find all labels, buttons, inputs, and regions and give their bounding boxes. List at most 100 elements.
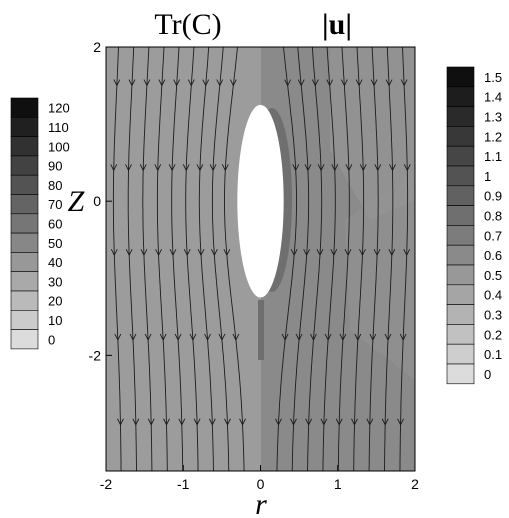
- streamline: [399, 46, 409, 472]
- plot-area: [105, 46, 416, 472]
- colorbar-label: 110: [48, 120, 69, 135]
- colorbar-label: 10: [48, 313, 62, 328]
- colorbar-label: 50: [48, 236, 62, 251]
- colorbar-swatch: [10, 290, 39, 311]
- streamline-arrow: [290, 418, 297, 426]
- streamline-arrow: [129, 333, 137, 341]
- streamline-arrow: [173, 79, 181, 87]
- colorbar-swatch: [10, 117, 39, 137]
- y-tick-label: 2: [93, 39, 101, 55]
- streamline: [224, 46, 245, 472]
- streamline-arrow: [210, 248, 218, 257]
- colorbar-swatch: [446, 284, 475, 305]
- streamline-arrow: [344, 248, 352, 257]
- colorbar-label: 120: [48, 101, 70, 116]
- colorbar-swatch: [10, 271, 39, 292]
- streamline-arrow: [169, 248, 177, 257]
- streamline: [353, 46, 365, 471]
- x-tick-label: 1: [334, 476, 342, 492]
- streamline-arrow: [143, 79, 151, 87]
- streamline: [368, 46, 379, 471]
- colorbar-label: 90: [48, 159, 62, 174]
- streamlines: [110, 46, 411, 472]
- streamline-arrow: [374, 164, 382, 172]
- streamline-arrow: [317, 164, 325, 172]
- colorbar-label: 0.2: [484, 327, 502, 342]
- streamline-arrow: [331, 164, 339, 172]
- streamline-arrow: [204, 333, 211, 341]
- streamline: [185, 46, 199, 472]
- streamline-arrow: [388, 248, 396, 257]
- streamline: [198, 46, 214, 472]
- colorbar-label: 1.2: [484, 129, 502, 144]
- streamline-arrow: [303, 248, 311, 257]
- streamline: [337, 46, 350, 471]
- colorbar-label: 1.5: [484, 70, 502, 85]
- streamline-arrow: [381, 418, 389, 426]
- wake-band: [258, 300, 264, 360]
- x-axis: -2 -1 0 1 2: [100, 465, 419, 492]
- colorbar-swatch: [446, 244, 475, 266]
- streamline-arrow: [174, 333, 182, 341]
- streamline-arrow: [239, 418, 246, 426]
- streamline-arrow: [202, 79, 210, 87]
- streamline-arrow: [232, 333, 240, 341]
- streamline-arrow: [193, 418, 201, 426]
- colorbar-swatch: [10, 309, 39, 330]
- streamline-arrow: [340, 79, 348, 87]
- colorbar-label: 0.1: [484, 347, 502, 362]
- streamline-arrow: [311, 79, 319, 87]
- streamline-arrow: [400, 79, 408, 87]
- colorbar-swatch: [446, 343, 475, 365]
- x-axis-label: r: [255, 488, 267, 518]
- streamline-arrow: [290, 248, 298, 257]
- streamline-arrow: [324, 333, 332, 341]
- colorbar-label: 0.4: [484, 288, 502, 303]
- streamline-arrow: [158, 79, 166, 87]
- streamline-arrow: [168, 164, 176, 172]
- colorbar-label: 0: [48, 332, 55, 347]
- streamline-arrow: [295, 333, 303, 341]
- left-half-field: [106, 47, 261, 471]
- streamline-arrow: [218, 333, 226, 341]
- y-axis: 2 0 -2: [89, 39, 112, 363]
- bubble: [237, 104, 284, 298]
- colorbar-swatch: [446, 126, 475, 147]
- left-panel-title: Tr(C): [154, 8, 221, 41]
- streamline: [211, 46, 230, 472]
- streamline-arrow: [403, 248, 411, 257]
- streamline-arrow: [224, 418, 231, 426]
- colorbar-swatch: [446, 106, 475, 127]
- streamline-arrow: [128, 79, 136, 87]
- streamline-arrow: [370, 79, 378, 87]
- streamline-arrow: [183, 248, 191, 257]
- streamline-arrow: [189, 333, 197, 341]
- streamline-arrow: [114, 333, 122, 341]
- colorbar-swatch: [446, 363, 475, 385]
- colorbar-swatch: [446, 165, 475, 187]
- streamline-arrow: [125, 248, 133, 257]
- streamline-arrow: [385, 79, 393, 87]
- colorbar-label: 1.4: [484, 90, 502, 105]
- colorbar-swatch: [10, 232, 39, 253]
- colorbar-swatch: [10, 174, 39, 195]
- y-tick-label: -2: [89, 347, 102, 363]
- x-tick-label: -2: [100, 476, 113, 492]
- streamline: [384, 46, 394, 471]
- streamline-arrow: [117, 418, 124, 426]
- streamline-arrow: [197, 248, 205, 257]
- streamline-arrow: [339, 333, 347, 341]
- colorbar-label: 0.7: [484, 228, 502, 243]
- streamline-arrow: [320, 418, 328, 426]
- colorbar-label: 0: [484, 367, 491, 382]
- streamline-arrow: [281, 333, 289, 341]
- streamline-arrow: [359, 164, 367, 172]
- streamline-arrow: [147, 418, 155, 426]
- y-axis-label: Z: [68, 185, 85, 218]
- colorbar-swatch: [10, 194, 39, 215]
- streamline-arrow: [399, 333, 407, 341]
- colorbar-swatch: [446, 145, 475, 167]
- streamline-arrow: [187, 79, 195, 87]
- streamline-arrow: [355, 79, 363, 87]
- streamline-arrow: [139, 164, 147, 172]
